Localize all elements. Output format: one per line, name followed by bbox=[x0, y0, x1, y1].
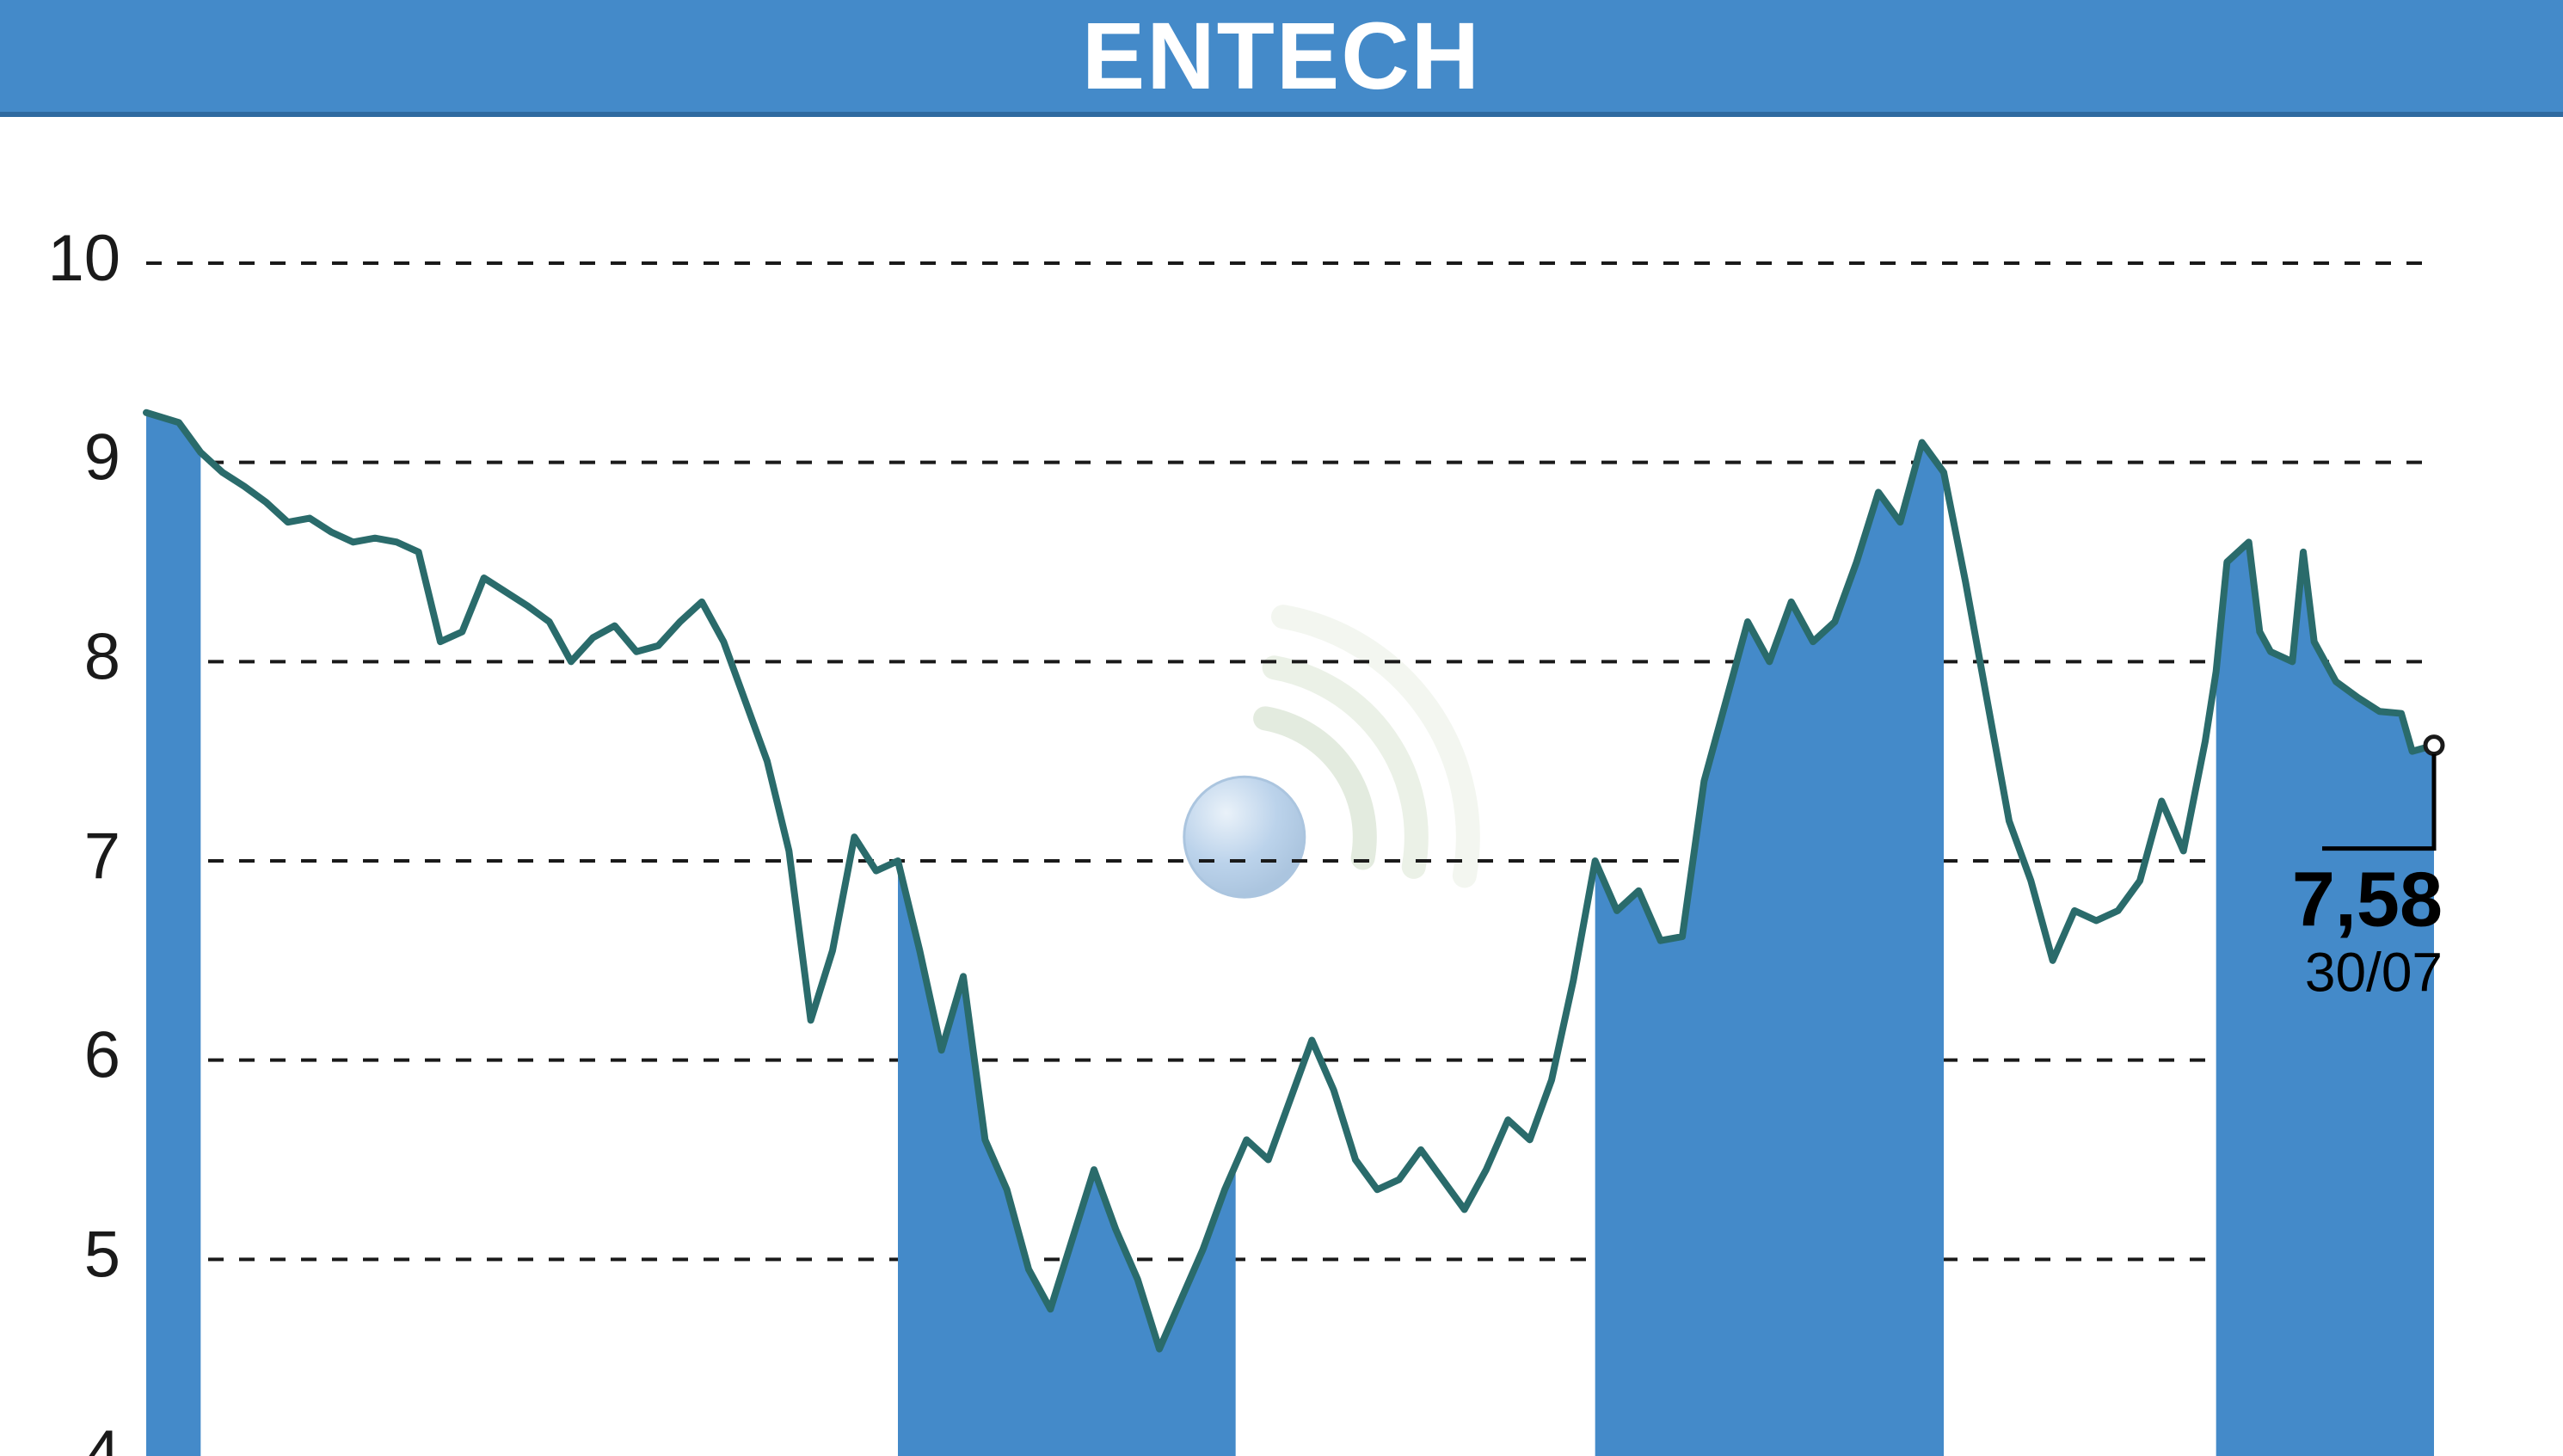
chart-container: 45678910Janv.Fév.MarsAvrilMaiJuinJuil.7,… bbox=[0, 117, 2563, 1456]
y-tick-label: 5 bbox=[84, 1218, 120, 1291]
y-tick-label: 4 bbox=[84, 1417, 120, 1456]
chart-header: ENTECH bbox=[0, 0, 2563, 117]
y-tick-label: 6 bbox=[84, 1019, 120, 1092]
price-line bbox=[146, 413, 2434, 1349]
end-date: 30/07 bbox=[2305, 942, 2443, 1004]
watermark-icon bbox=[1184, 617, 1468, 897]
price-chart: 45678910Janv.Fév.MarsAvrilMaiJuinJuil.7,… bbox=[0, 117, 2563, 1456]
y-tick-label: 9 bbox=[84, 421, 120, 495]
end-value: 7,58 bbox=[2292, 857, 2443, 943]
chart-title: ENTECH bbox=[1082, 2, 1481, 111]
y-tick-label: 7 bbox=[84, 820, 120, 893]
y-tick-label: 10 bbox=[47, 222, 120, 295]
y-tick-label: 8 bbox=[84, 620, 120, 693]
end-marker bbox=[2425, 737, 2443, 754]
